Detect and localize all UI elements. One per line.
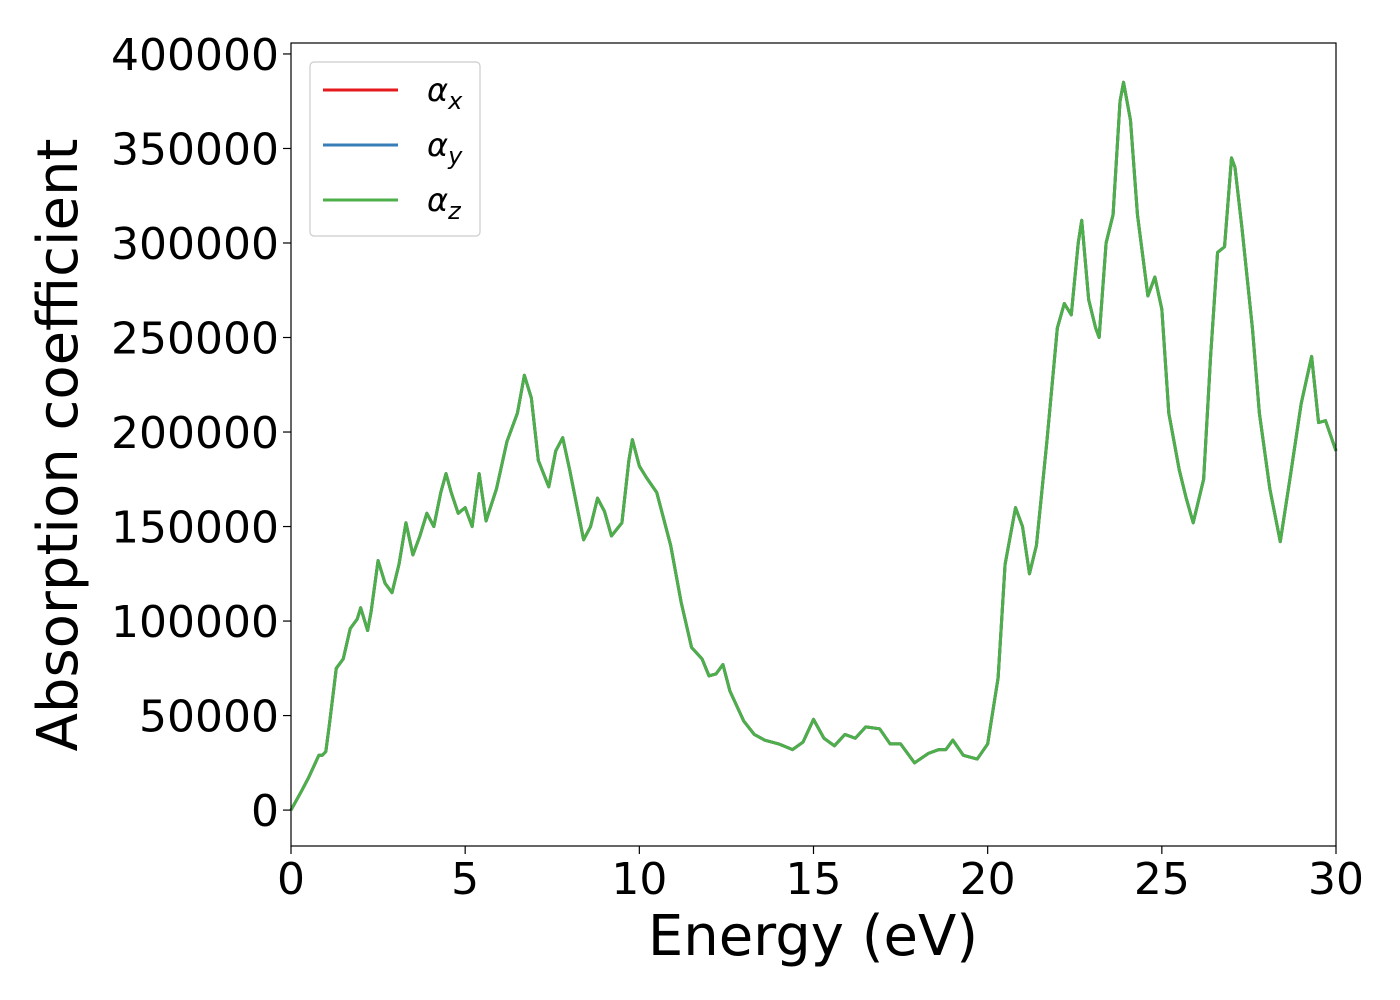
y-tick-label: 50000 [139,692,279,743]
y-tick-label: 200000 [111,408,279,459]
y-tick-label: 400000 [111,30,279,81]
y-tick-label: 150000 [111,503,279,554]
series-line [289,80,1338,811]
x-tick-label: 10 [611,854,667,905]
y-tick-label: 250000 [111,314,279,365]
legend-label: αy [427,126,463,170]
x-tick-label: 15 [786,854,842,905]
x-tick-label: 20 [960,854,1016,905]
legend: αx αy αz [309,61,481,237]
y-tick-label: 350000 [111,124,279,175]
y-axis-label: Absorption coefficient [26,139,91,752]
legend-label: αz [427,181,462,225]
x-tick-label: 5 [451,854,479,905]
y-tick-label: 100000 [111,597,279,648]
y-tick-label: 0 [251,786,279,837]
x-tick-label: 30 [1308,854,1364,905]
plot-frame [290,42,1337,847]
y-tick-label: 300000 [111,219,279,270]
x-tick-label: 0 [277,854,305,905]
x-axis-label: Energy (eV) [648,904,978,969]
legend-frame [309,61,481,237]
legend-label: αx [427,71,463,115]
x-tick-label: 25 [1134,854,1190,905]
